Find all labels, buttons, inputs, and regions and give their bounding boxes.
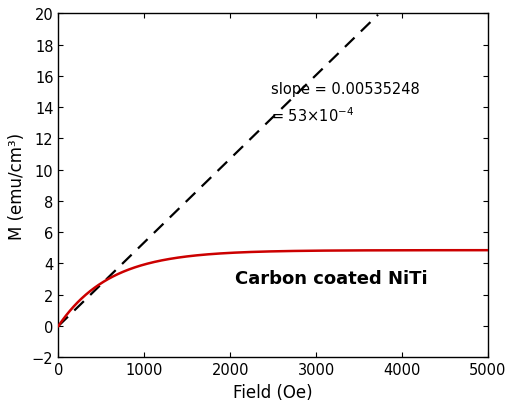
Text: slope = 0.00535248: slope = 0.00535248 xyxy=(271,82,420,97)
X-axis label: Field (Oe): Field (Oe) xyxy=(233,383,313,401)
Y-axis label: M (emu/cm³): M (emu/cm³) xyxy=(8,133,26,239)
Text: Carbon coated NiTi: Carbon coated NiTi xyxy=(234,269,427,287)
Text: = 53$\times$10$^{-4}$: = 53$\times$10$^{-4}$ xyxy=(271,106,354,125)
